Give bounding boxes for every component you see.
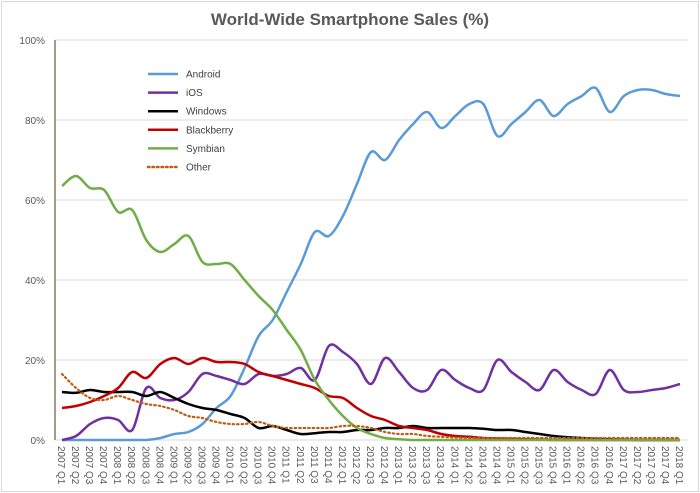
legend-label-blackberry: Blackberry — [186, 125, 233, 136]
series-line-android — [62, 86, 681, 442]
series-lines — [60, 86, 682, 442]
x-tick-label: 2012 Q2 — [350, 446, 361, 485]
x-tick-label: 2016 Q2 — [575, 446, 586, 485]
x-tick-label: 2016 Q3 — [589, 446, 600, 485]
y-tick-label: 0% — [31, 436, 46, 447]
series-line-symbian — [61, 174, 680, 442]
x-tick-label: 2012 Q4 — [378, 446, 389, 485]
x-tick-label: 2008 Q4 — [153, 446, 164, 485]
y-tick-label: 100% — [19, 36, 45, 47]
x-tick-label: 2009 Q1 — [167, 446, 178, 485]
legend-label-android: Android — [186, 70, 220, 81]
x-tick-label: 2012 Q3 — [364, 446, 375, 485]
x-tick-label: 2007 Q1 — [55, 446, 66, 485]
x-tick-label: 2008 Q2 — [125, 446, 136, 485]
x-axis-ticks: 2007 Q1 2007 Q2 2007 Q3 2007 Q4 2008 Q1 2008 … — [55, 446, 684, 485]
x-tick-label: 2017 Q4 — [659, 446, 670, 485]
y-axis-ticks: 0% 20% 40% 60% 80% 100% — [19, 36, 45, 447]
gridlines — [54, 39, 688, 441]
x-tick-label: 2011 Q2 — [294, 446, 305, 484]
x-tick-label: 2010 Q2 — [238, 446, 249, 485]
x-tick-label: 2014 Q4 — [490, 446, 501, 485]
x-tick-label: 2007 Q2 — [69, 446, 80, 485]
legend: Android iOS Windows Blackberry Symbian Other — [146, 70, 233, 174]
x-tick-label: 2018 Q1 — [673, 446, 684, 485]
x-tick-label: 2007 Q4 — [97, 446, 108, 485]
x-tick-label: 2010 Q1 — [224, 446, 235, 485]
x-tick-label: 2013 Q1 — [392, 446, 403, 485]
x-tick-label: 2011 Q1 — [280, 446, 291, 484]
x-tick-label: 2015 Q4 — [547, 446, 558, 485]
x-tick-label: 2011 Q3 — [308, 446, 319, 484]
x-tick-label: 2015 Q3 — [533, 446, 544, 485]
x-tick-label: 2017 Q1 — [617, 446, 628, 485]
x-tick-label: 2014 Q2 — [462, 446, 473, 485]
x-tick-label: 2017 Q3 — [645, 446, 656, 485]
x-tick-label: 2009 Q2 — [181, 446, 192, 485]
legend-label-symbian: Symbian — [186, 144, 225, 155]
x-tick-label: 2009 Q3 — [195, 446, 206, 485]
x-tick-label: 2016 Q1 — [561, 446, 572, 485]
x-tick-label: 2009 Q4 — [210, 446, 221, 485]
x-tick-label: 2010 Q3 — [252, 446, 263, 485]
x-tick-label: 2015 Q2 — [519, 446, 530, 485]
x-tick-label: 2008 Q3 — [139, 446, 150, 485]
x-tick-label: 2017 Q2 — [631, 446, 642, 485]
x-tick-label: 2011 Q4 — [322, 446, 333, 484]
x-tick-label: 2008 Q1 — [111, 446, 122, 485]
y-tick-label: 40% — [25, 276, 45, 287]
x-tick-label: 2015 Q1 — [504, 446, 515, 485]
x-tick-label: 2014 Q3 — [476, 446, 487, 485]
x-tick-label: 2007 Q3 — [83, 446, 94, 485]
chart-title: World-Wide Smartphone Sales (%) — [211, 10, 489, 29]
series-line-other — [60, 372, 682, 440]
x-tick-label: 2013 Q4 — [434, 446, 445, 485]
x-tick-label: 2016 Q4 — [603, 446, 614, 485]
x-tick-label: 2012 Q1 — [336, 446, 347, 485]
legend-label-other: Other — [186, 163, 212, 174]
y-tick-label: 20% — [25, 356, 45, 367]
x-tick-label: 2010 Q4 — [266, 446, 277, 485]
y-tick-label: 60% — [25, 196, 45, 207]
x-tick-label: 2013 Q3 — [420, 446, 431, 485]
legend-label-windows: Windows — [186, 107, 227, 118]
series-line-ios — [61, 343, 681, 442]
legend-label-ios: iOS — [186, 88, 203, 99]
x-tick-label: 2013 Q2 — [406, 446, 417, 485]
y-tick-label: 80% — [25, 116, 45, 127]
x-tick-label: 2014 Q1 — [448, 446, 459, 485]
